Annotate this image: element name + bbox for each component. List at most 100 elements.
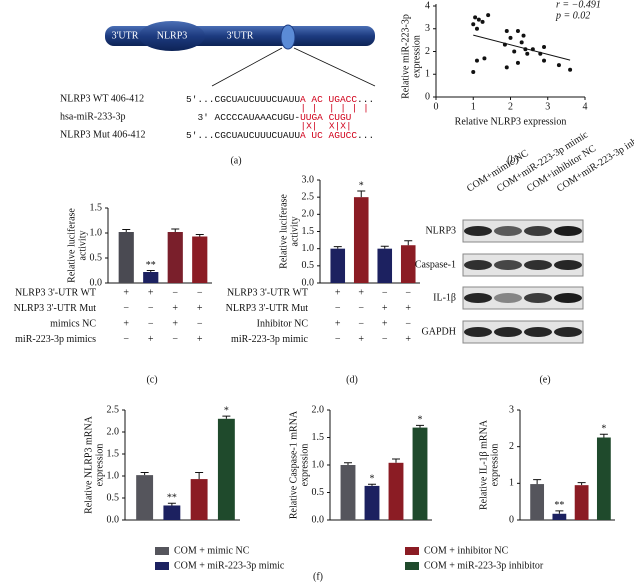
y-tick-label: 2 bbox=[509, 441, 514, 452]
y-axis-label: Relative luciferase bbox=[278, 194, 289, 269]
point bbox=[474, 26, 479, 31]
panel-label: (a) bbox=[230, 155, 241, 166]
y-tick-label: 0.5 bbox=[312, 487, 325, 498]
point bbox=[502, 42, 507, 47]
pair-marks: |X| X|X| bbox=[300, 121, 351, 132]
condition-mark: − bbox=[197, 318, 203, 329]
bar bbox=[217, 418, 235, 520]
point bbox=[515, 60, 520, 65]
error-bar bbox=[599, 433, 608, 438]
blot-band bbox=[494, 293, 522, 303]
zoom-line bbox=[293, 47, 376, 87]
bar bbox=[574, 485, 589, 520]
legend-swatch bbox=[155, 547, 169, 555]
bar bbox=[364, 485, 380, 520]
point bbox=[542, 44, 547, 49]
bar bbox=[552, 513, 567, 520]
error-bar bbox=[222, 415, 231, 419]
panel-label: (d) bbox=[346, 374, 358, 385]
point bbox=[523, 47, 528, 52]
panel-label: (e) bbox=[539, 374, 550, 385]
condition-mark: − bbox=[172, 334, 178, 345]
bar bbox=[377, 248, 393, 283]
blot-strip bbox=[462, 320, 584, 344]
point bbox=[521, 33, 526, 38]
bar bbox=[388, 462, 404, 520]
y-tick-label: 1.0 bbox=[302, 243, 315, 254]
x-tick-label: 0 bbox=[434, 101, 439, 112]
error-bar bbox=[344, 462, 352, 465]
point bbox=[504, 65, 509, 70]
blot-band bbox=[554, 260, 582, 270]
point bbox=[542, 58, 547, 63]
y-axis-label: expression bbox=[411, 35, 422, 78]
condition-label: Inhibitor NC bbox=[257, 318, 309, 329]
condition-mark: − bbox=[123, 303, 129, 314]
blot-strip bbox=[462, 253, 584, 277]
legend-label: COM + inhibitor NC bbox=[424, 545, 509, 556]
condition-mark: + bbox=[197, 334, 203, 345]
condition-mark: + bbox=[335, 287, 341, 298]
y-axis-label: expression bbox=[299, 444, 310, 487]
condition-mark: − bbox=[148, 303, 154, 314]
blot-band bbox=[464, 260, 492, 270]
x-tick-label: 1 bbox=[471, 101, 476, 112]
legend-label: COM + mimic NC bbox=[174, 545, 250, 556]
y-tick-label: 1 bbox=[509, 478, 514, 489]
sequence: 3' ACCCCAUAAACUGU-UUGA CUGU bbox=[197, 112, 351, 123]
bar bbox=[190, 479, 208, 520]
condition-mark: − bbox=[382, 334, 388, 345]
error-bar bbox=[357, 190, 366, 198]
condition-mark: + bbox=[405, 334, 411, 345]
condition-label: NLRP3 3'-UTR WT bbox=[15, 287, 96, 298]
condition-mark: + bbox=[358, 334, 364, 345]
point bbox=[568, 67, 573, 72]
point bbox=[515, 29, 520, 34]
y-tick-label: 0.0 bbox=[107, 514, 120, 525]
annotation: p = 0.02 bbox=[555, 10, 590, 21]
y-tick-label: 1 bbox=[425, 69, 430, 80]
condition-mark: − bbox=[123, 334, 129, 345]
point bbox=[525, 51, 530, 56]
point bbox=[556, 63, 561, 68]
significance: ** bbox=[554, 500, 564, 511]
condition-mark: + bbox=[172, 318, 178, 329]
significance: * bbox=[359, 180, 364, 191]
sequence-label: NLRP3 WT 406-412 bbox=[60, 93, 144, 104]
gene-label: 3'UTR bbox=[112, 30, 139, 41]
condition-mark: + bbox=[123, 318, 129, 329]
y-tick-label: 2.0 bbox=[312, 404, 325, 415]
point bbox=[473, 15, 478, 20]
y-tick-label: 1.5 bbox=[302, 226, 315, 237]
sequence: 5'...CGCUAUCUUUCUAUUA AC UGACC... bbox=[186, 94, 374, 105]
y-axis-label: activity bbox=[289, 217, 300, 247]
bar bbox=[167, 232, 183, 283]
y-tick-label: 0.0 bbox=[302, 277, 315, 288]
condition-mark: − bbox=[335, 303, 341, 314]
y-tick-label: 3 bbox=[509, 404, 514, 415]
bar bbox=[330, 248, 346, 283]
significance: ** bbox=[146, 260, 156, 271]
blot-band bbox=[494, 226, 522, 236]
error-bar bbox=[380, 245, 389, 249]
significance: ** bbox=[167, 493, 177, 504]
condition-mark: − bbox=[358, 303, 364, 314]
condition-mark: − bbox=[382, 287, 388, 298]
blot-band bbox=[554, 327, 582, 337]
y-tick-label: 0.5 bbox=[107, 492, 120, 503]
condition-label: NLRP3 3'-UTR WT bbox=[227, 287, 308, 298]
blot-band bbox=[524, 260, 552, 270]
fit-line bbox=[473, 34, 571, 61]
y-tick-label: 3 bbox=[425, 23, 430, 34]
error-bar bbox=[368, 483, 376, 486]
bar bbox=[118, 232, 134, 283]
point bbox=[512, 49, 517, 54]
error-bar bbox=[122, 229, 131, 232]
x-tick-label: 3 bbox=[545, 101, 550, 112]
point bbox=[504, 29, 509, 34]
condition-mark: − bbox=[172, 287, 178, 298]
blot-row-label: Caspase-1 bbox=[415, 259, 456, 270]
y-tick-label: 0.0 bbox=[312, 514, 325, 525]
panel-label: (f) bbox=[313, 571, 323, 582]
condition-mark: + bbox=[405, 303, 411, 314]
